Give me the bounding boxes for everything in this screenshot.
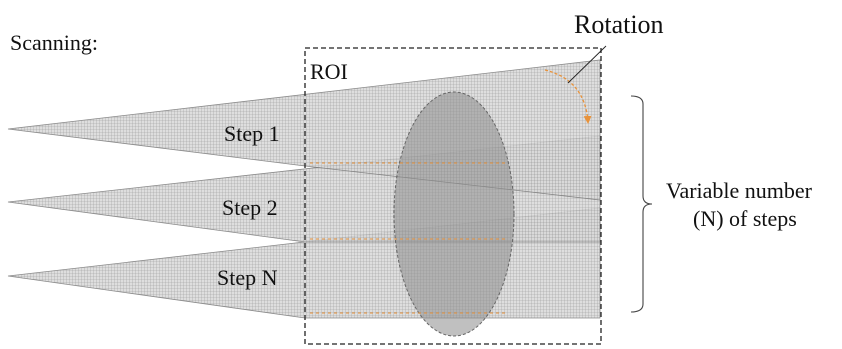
steps-brace <box>630 95 653 313</box>
rotation-leader-line <box>567 45 607 84</box>
scanning-label: Scanning: <box>10 30 98 55</box>
roi-label: ROI <box>310 59 348 84</box>
step-1-label: Step 1 <box>224 121 280 146</box>
object-ellipse <box>393 91 515 337</box>
rotation-arrow-icon <box>544 69 592 124</box>
step-2-label: Step 2 <box>222 195 278 220</box>
roi-box <box>304 47 602 345</box>
step-n-label: Step N <box>217 265 278 290</box>
variable-number-label-line1: Variable number <box>666 178 813 203</box>
rotation-label: Rotation <box>574 10 664 39</box>
variable-number-label-line2: (N) of steps <box>693 206 797 231</box>
